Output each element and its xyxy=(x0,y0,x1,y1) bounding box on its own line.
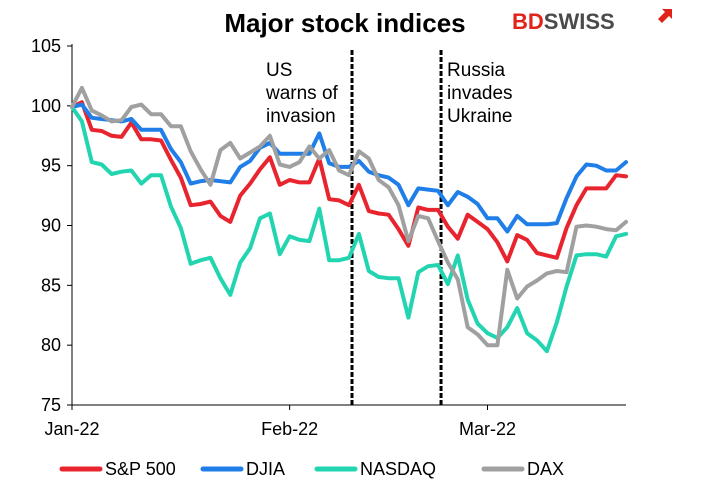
y-tick-label: 95 xyxy=(41,156,61,176)
x-tick-label: Feb-22 xyxy=(261,419,318,439)
legend-label: DJIA xyxy=(246,459,285,479)
x-axis: Jan-22 Feb-22 Mar-22 xyxy=(44,404,626,439)
y-tick-label: 90 xyxy=(41,216,61,236)
y-axis: 75 80 85 90 95 100 105 xyxy=(31,36,73,415)
y-tick-label: 100 xyxy=(31,96,61,116)
y-tick-label: 105 xyxy=(31,36,61,56)
legend-label: S&P 500 xyxy=(105,459,176,479)
brand-arrow-icon xyxy=(658,9,672,23)
x-tick-label: Mar-22 xyxy=(459,419,516,439)
event-annotations: US warns of invasion Russia invades Ukraine xyxy=(265,50,513,405)
series-lines xyxy=(70,85,628,354)
brand-logo-bd: BDSWISS xyxy=(512,9,615,34)
x-tick-label: Jan-22 xyxy=(44,419,99,439)
legend-label: NASDAQ xyxy=(360,459,436,479)
series-line-s-p-500 xyxy=(70,100,628,264)
legend: S&P 500 DJIA NASDAQ DAX xyxy=(59,459,564,479)
y-tick-label: 80 xyxy=(41,335,61,355)
series-line-djia xyxy=(70,102,628,234)
series-line-nasdaq xyxy=(70,105,628,354)
series-line-dax xyxy=(70,85,628,348)
legend-label: DAX xyxy=(527,459,564,479)
brand-logo: BDSWISS xyxy=(512,9,672,34)
event-label: US warns of invasion xyxy=(265,60,339,127)
y-tick-label: 75 xyxy=(41,395,61,415)
event-label: Russia invades Ukraine xyxy=(447,60,513,127)
y-tick-label: 85 xyxy=(41,275,61,295)
chart-title: Major stock indices xyxy=(224,8,465,38)
